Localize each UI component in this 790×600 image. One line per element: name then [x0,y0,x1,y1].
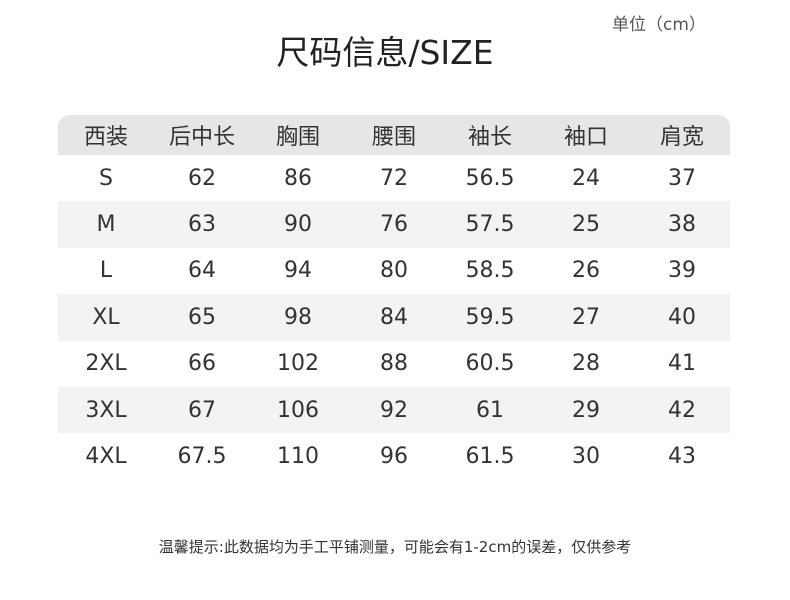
value-cell: 56.5 [465,165,515,191]
value-cell: 65 [188,304,216,330]
value-cell: 42 [668,397,696,423]
size-cell: L [99,258,113,284]
value-cell: 38 [668,212,696,238]
page-title: 尺码信息/SIZE [276,33,494,72]
table-row: L 64 94 80 58.5 26 39 [58,248,730,294]
value-cell: 59.5 [465,304,515,330]
value-cell: 90 [284,212,312,238]
value-cell: 64 [188,258,216,284]
value-cell: 26 [572,258,600,284]
table-row: M 63 90 76 57.5 25 38 [58,201,730,248]
value-cell: 94 [284,258,312,284]
column-header: 袖口 [563,125,608,150]
column-header: 胸围 [275,125,320,150]
column-header: 袖长 [467,125,512,150]
value-cell: 61.5 [465,444,515,470]
size-cell: 4XL [85,444,127,470]
value-cell: 63 [188,212,216,238]
value-cell: 76 [380,212,408,238]
column-header: 腰围 [371,125,416,150]
value-cell: 110 [277,444,319,470]
size-table: 西装 后中长 胸围 腰围 袖长 袖口 肩宽 S 62 86 72 56.5 24 37 M 63 90 76 57… [58,115,730,480]
size-cell: 3XL [85,397,127,423]
column-header: 肩宽 [659,125,704,150]
table-header: 西装 后中长 胸围 腰围 袖长 袖口 肩宽 [58,115,730,155]
column-header: 西装 [83,125,128,150]
value-cell: 84 [380,304,408,330]
value-cell: 102 [277,351,319,377]
value-cell: 30 [572,444,600,470]
table-row: XL 65 98 84 59.5 27 40 [58,294,730,341]
value-cell: 37 [668,165,696,191]
value-cell: 67 [188,397,216,423]
table-row: 2XL 66 102 88 60.5 28 41 [58,341,730,387]
size-cell: M [96,212,116,238]
value-cell: 27 [572,304,600,330]
value-cell: 40 [668,304,696,330]
value-cell: 41 [668,351,696,377]
size-cell: XL [92,304,120,330]
value-cell: 28 [572,351,600,377]
table-row: 4XL 67.5 110 96 61.5 30 43 [58,433,730,479]
measurement-note: 温馨提示:此数据均为手工平铺测量，可能会有1-2cm的误差，仅供参考 [158,538,632,556]
value-cell: 58.5 [465,258,515,284]
size-cell: 2XL [85,351,127,377]
unit-label: 单位（cm） [612,15,706,35]
value-cell: 24 [572,165,600,191]
size-cell: S [99,165,113,191]
value-cell: 61 [476,397,504,423]
value-cell: 96 [380,444,408,470]
value-cell: 62 [188,165,216,191]
column-header: 后中长 [168,125,235,150]
value-cell: 106 [277,397,319,423]
value-cell: 67.5 [177,444,227,470]
value-cell: 72 [380,165,408,191]
value-cell: 43 [668,444,696,470]
value-cell: 57.5 [465,212,515,238]
table-row: S 62 86 72 56.5 24 37 [58,155,730,201]
value-cell: 29 [572,397,600,423]
value-cell: 25 [572,212,600,238]
value-cell: 66 [188,351,216,377]
table-row: 3XL 67 106 92 61 29 42 [58,386,730,434]
value-cell: 88 [380,351,408,377]
value-cell: 80 [380,258,408,284]
value-cell: 98 [284,304,312,330]
value-cell: 86 [284,165,312,191]
value-cell: 60.5 [465,351,515,377]
value-cell: 92 [380,397,408,423]
value-cell: 39 [668,258,696,284]
